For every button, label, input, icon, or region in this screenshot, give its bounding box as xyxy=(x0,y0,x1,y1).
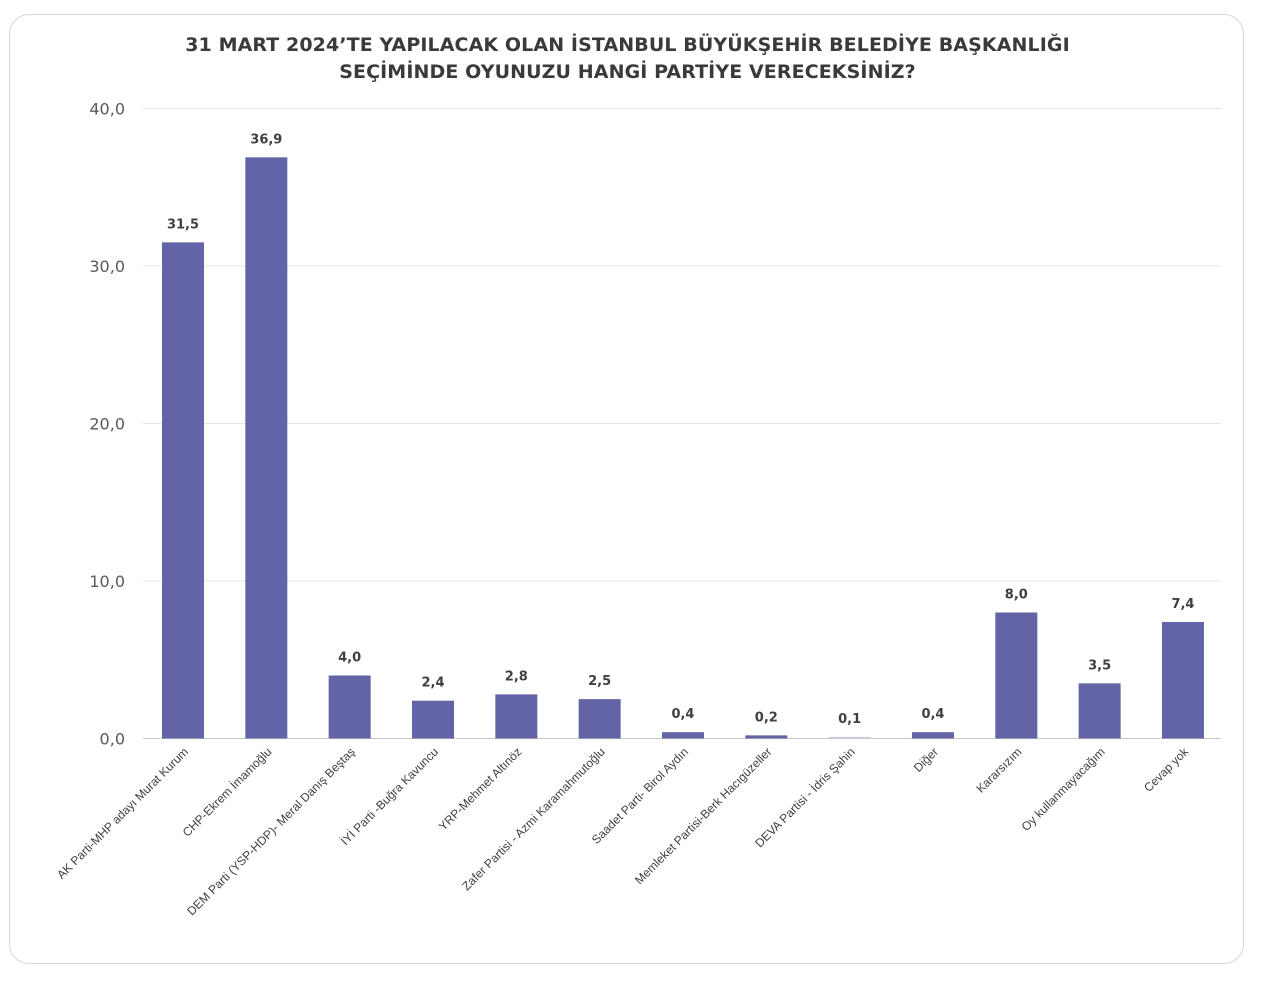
y-tick-label: 40,0 xyxy=(89,100,125,119)
bar xyxy=(911,732,954,739)
chart-frame xyxy=(9,14,1244,964)
bar xyxy=(1161,621,1204,739)
bars xyxy=(162,157,1204,739)
bar xyxy=(661,732,704,739)
data-label: 0,4 xyxy=(921,707,944,722)
data-label: 2,5 xyxy=(588,674,611,689)
data-label: 4,0 xyxy=(338,651,361,666)
bar xyxy=(995,612,1038,739)
bar xyxy=(495,694,538,739)
data-labels: 31,5 36,9 4,0 2,4 2,8 2,5 0,4 0,2 0,1 0,4 8,0 3,5 7,… xyxy=(167,132,1195,727)
data-label: 8,0 xyxy=(1005,588,1028,603)
data-label: 0,2 xyxy=(755,710,778,725)
x-category-label: Saadet Parti- Birol Aydın xyxy=(589,745,691,847)
gridlines xyxy=(143,108,1221,739)
x-category-label: Kararsızım xyxy=(973,745,1024,796)
bar xyxy=(828,736,871,739)
bar xyxy=(328,675,371,739)
x-category-label: CHP-Ekrem İmamoğlu xyxy=(180,745,275,840)
bar xyxy=(745,735,788,739)
x-category-label: Memleket Partisi-Berk Hacıgüzeller xyxy=(632,745,774,887)
y-tick-label: 10,0 xyxy=(89,572,125,591)
x-category-label: İYİ Parti -Buğra Kavuncu xyxy=(338,745,441,848)
data-label: 0,4 xyxy=(671,707,694,722)
x-category-label: YRP-Mehmet Altınöz xyxy=(436,745,525,834)
bar xyxy=(162,242,204,739)
data-label: 3,5 xyxy=(1088,658,1111,673)
bar xyxy=(245,157,288,739)
x-category-label: Diğer xyxy=(911,745,941,775)
x-axis-labels: AK Parti-MHP adayı Murat KurumCHP-Ekrem … xyxy=(54,744,1192,918)
x-category-label: Oy kullanmayacağım xyxy=(1019,745,1108,834)
y-tick-label: 0,0 xyxy=(100,730,125,749)
data-label: 2,8 xyxy=(505,669,528,684)
y-axis-ticks: 0,0 10,0 20,0 30,0 40,0 xyxy=(89,100,125,749)
data-label: 31,5 xyxy=(167,217,199,232)
y-tick-label: 20,0 xyxy=(89,415,125,434)
bar xyxy=(578,699,621,739)
data-label: 2,4 xyxy=(421,676,444,691)
data-label: 36,9 xyxy=(250,132,282,147)
bar xyxy=(411,700,454,739)
x-category-label: DEM Parti (YSP-HDP)- Meral Danış Beştaş xyxy=(184,745,358,919)
x-category-label: Cevap yok xyxy=(1141,744,1192,795)
chart-title-line-1: 31 MART 2024’TE YAPILACAK OLAN İSTANBUL … xyxy=(185,34,1070,56)
chart-title-line-2: SEÇİMİNDE OYUNUZU HANGİ PARTİYE VERECEKS… xyxy=(339,61,916,83)
x-category-label: AK Parti-MHP adayı Murat Kurum xyxy=(54,745,191,882)
x-category-label: Zafer Partisi - Azmi Karamahmutoğlu xyxy=(459,745,608,894)
data-label: 0,1 xyxy=(838,712,861,727)
y-tick-label: 30,0 xyxy=(89,257,125,276)
bar xyxy=(1078,683,1121,739)
data-label: 7,4 xyxy=(1171,597,1194,612)
